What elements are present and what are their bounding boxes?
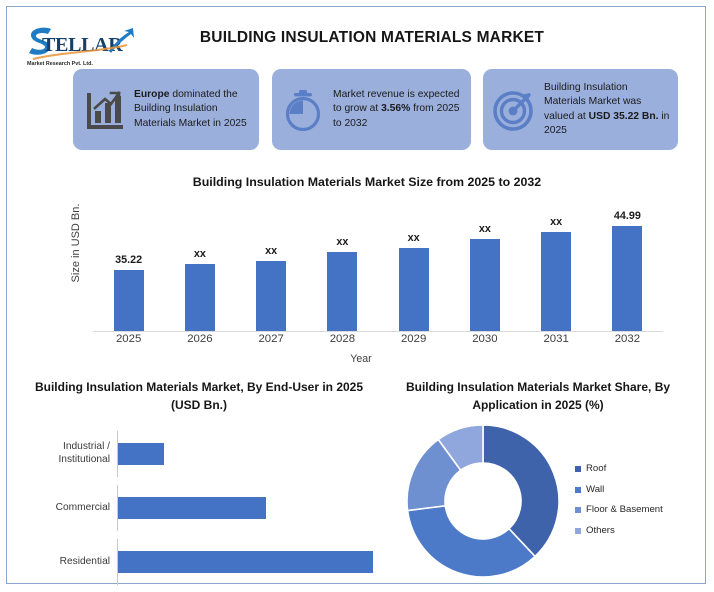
column-category-label: 2029 bbox=[400, 333, 427, 345]
card-rest-text: dominated the Building Insulation Materi… bbox=[134, 89, 247, 129]
end-user-bar-track bbox=[117, 431, 373, 477]
legend-item: Wall bbox=[575, 480, 703, 501]
svg-text:Market Research Pvt. Ltd.: Market Research Pvt. Ltd. bbox=[27, 61, 93, 67]
end-user-bar-row: Commercial bbox=[23, 485, 373, 531]
column-bar bbox=[256, 260, 287, 331]
page-title: BUILDING INSULATION MATERIALS MARKET bbox=[199, 29, 545, 46]
card-pre-text: Market revenue is expected to grow at bbox=[333, 89, 460, 115]
legend-swatch bbox=[575, 486, 581, 493]
column-chart-plot-area: 35.22 xx xx xx xx xx xx 44.99 bbox=[93, 203, 663, 332]
column-group: xx bbox=[378, 203, 449, 331]
column-category-label: 2026 bbox=[187, 333, 213, 345]
column-group: xx bbox=[236, 203, 307, 331]
application-share-chart-title: Building Insulation Materials Market Sha… bbox=[405, 380, 671, 412]
legend-item: Others bbox=[575, 521, 703, 542]
column-group: 44.99 bbox=[592, 203, 663, 331]
market-size-chart-title: Building Insulation Materials Market Siz… bbox=[192, 175, 542, 189]
column-category-label: 2025 bbox=[115, 333, 142, 345]
highlight-card-text: Europe dominated the Building Insulation… bbox=[134, 88, 259, 131]
highlight-card-growth: Market revenue is expected to grow at 3.… bbox=[272, 69, 471, 150]
end-user-bar-chart: Industrial / Institutional Commercial Resi… bbox=[23, 427, 373, 589]
end-user-bar-track bbox=[117, 485, 373, 531]
donut-slice bbox=[437, 424, 484, 472]
end-user-category-label: Commercial bbox=[55, 501, 110, 513]
column-value-label: xx bbox=[407, 231, 420, 244]
end-user-bar-row: Residential bbox=[23, 539, 373, 585]
column-chart-x-axis-title: Year bbox=[350, 353, 372, 365]
end-user-plot-area: Industrial / Institutional Commercial Resi… bbox=[23, 427, 373, 589]
end-user-bar bbox=[118, 497, 266, 519]
end-user-bar bbox=[118, 443, 164, 465]
column-group: xx bbox=[521, 203, 592, 331]
bar-chart-growth-icon bbox=[81, 87, 127, 133]
column-value-label: xx bbox=[478, 222, 491, 235]
card-bold-value: 3.56% bbox=[381, 103, 411, 115]
column-value-label: 35.22 bbox=[115, 253, 143, 266]
column-bar bbox=[541, 232, 572, 331]
column-category-label: 2027 bbox=[258, 333, 284, 345]
end-user-category-label: Residential bbox=[59, 555, 110, 567]
svg-text:TELLAR: TELLAR bbox=[42, 34, 123, 56]
legend-label: Others bbox=[586, 524, 615, 536]
column-chart-x-axis: 2025 2026 2027 2028 2029 2030 2031 2032 bbox=[93, 333, 663, 351]
column-value-label: xx bbox=[550, 216, 563, 229]
end-user-bar-track bbox=[117, 539, 373, 585]
column-bar bbox=[398, 247, 429, 331]
stopwatch-icon bbox=[280, 87, 326, 133]
column-group: xx bbox=[164, 203, 235, 331]
end-user-chart-title: Building Insulation Materials Market, By… bbox=[34, 380, 364, 412]
column-category-label: 2030 bbox=[472, 333, 498, 345]
infographic-frame: TELLAR Market Research Pvt. Ltd. BUILDIN… bbox=[6, 6, 706, 587]
end-user-bar bbox=[118, 551, 373, 573]
donut-legend: Roof Wall Floor & Basement Others bbox=[575, 459, 703, 541]
column-category-label: 2028 bbox=[329, 333, 356, 345]
legend-label: Roof bbox=[586, 463, 607, 474]
card-post-text: from 2025 to 2032 bbox=[333, 103, 460, 129]
donut-slice bbox=[406, 504, 537, 578]
card-lead-text: Europe bbox=[134, 89, 170, 101]
target-arrow-icon bbox=[491, 87, 537, 133]
highlight-card-text: Building Insulation Materials Market was… bbox=[544, 81, 678, 138]
column-bar bbox=[612, 226, 643, 331]
column-bar bbox=[469, 238, 500, 331]
donut-svg bbox=[406, 424, 560, 578]
column-category-label: 2031 bbox=[543, 333, 569, 345]
legend-item: Floor & Basement bbox=[575, 500, 703, 521]
column-bar bbox=[184, 264, 215, 331]
card-post-text: in 2025 bbox=[544, 110, 670, 136]
highlight-card-region: Europe dominated the Building Insulation… bbox=[73, 69, 259, 150]
card-pre-text: Building Insulation Materials Market was… bbox=[544, 82, 642, 122]
column-group: xx bbox=[307, 203, 378, 331]
column-value-label: xx bbox=[265, 244, 278, 257]
legend-label: Wall bbox=[586, 483, 605, 495]
legend-swatch bbox=[575, 507, 581, 514]
column-chart-y-axis-label: Size in USD Bn. bbox=[70, 203, 82, 283]
column-value-label: xx bbox=[336, 235, 349, 248]
end-user-bar-row: Industrial / Institutional bbox=[23, 431, 373, 477]
legend-swatch bbox=[575, 527, 581, 534]
legend-swatch bbox=[575, 466, 581, 473]
column-category-label: 2032 bbox=[614, 333, 641, 345]
end-user-category-label: Industrial / Institutional bbox=[58, 441, 110, 465]
donut-slice bbox=[482, 424, 560, 558]
legend-label: Floor & Basement bbox=[586, 504, 663, 515]
application-share-donut-chart: Roof Wall Floor & Basement Others bbox=[403, 421, 703, 587]
stellar-logo: TELLAR Market Research Pvt. Ltd. bbox=[21, 21, 141, 69]
highlight-card-value: Building Insulation Materials Market was… bbox=[483, 69, 678, 150]
highlight-card-text: Market revenue is expected to grow at 3.… bbox=[333, 88, 471, 131]
market-size-column-chart: Size in USD Bn. 35.22 xx xx xx xx xx xx 44.99 2… bbox=[55, 203, 667, 365]
column-value-label: xx bbox=[193, 248, 206, 261]
column-bar bbox=[113, 269, 144, 331]
column-value-label: 44.99 bbox=[613, 210, 641, 223]
column-bar bbox=[327, 251, 358, 331]
legend-item: Roof bbox=[575, 459, 703, 480]
column-group: 35.22 bbox=[93, 203, 164, 331]
card-bold-value: USD 35.22 Bn. bbox=[588, 110, 659, 122]
column-group: xx bbox=[449, 203, 520, 331]
